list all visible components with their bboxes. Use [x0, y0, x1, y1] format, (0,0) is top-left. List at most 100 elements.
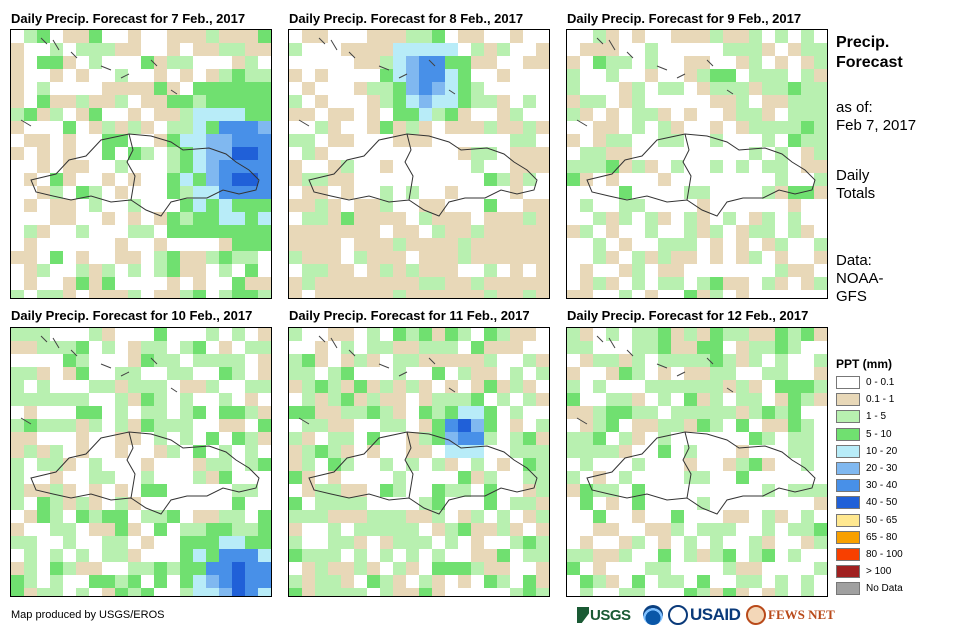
precip-cell [801, 445, 814, 458]
precip-cell [315, 173, 328, 186]
precip-cell [393, 471, 406, 484]
precip-cell [471, 160, 484, 173]
precip-cell [788, 95, 801, 108]
precip-cell [193, 510, 206, 523]
precip-cell [328, 406, 341, 419]
precip-cell [11, 458, 24, 471]
precip-cell [484, 212, 497, 225]
precip-cell [523, 549, 536, 562]
precip-cell [128, 147, 141, 160]
precip-cell [380, 290, 393, 298]
precip-cell [167, 225, 180, 238]
precip-cell [76, 588, 89, 596]
precip-cell [762, 328, 775, 341]
precip-cell [193, 406, 206, 419]
precip-cell [723, 277, 736, 290]
precip-cell [167, 419, 180, 432]
precip-cell [567, 393, 580, 406]
precip-cell [671, 121, 684, 134]
legend-swatch [836, 462, 860, 475]
precip-cell [37, 147, 50, 160]
map-panel-11-feb [288, 327, 550, 597]
precip-cell [419, 290, 432, 298]
precip-cell [593, 419, 606, 432]
precip-cell [432, 549, 445, 562]
data-source-line3: GFS [836, 288, 867, 305]
precip-cell [484, 328, 497, 341]
precip-cell [658, 277, 671, 290]
precip-cell [232, 251, 245, 264]
precip-cell [354, 43, 367, 56]
precip-cell [341, 173, 354, 186]
precip-cell [232, 328, 245, 341]
precip-cell [193, 354, 206, 367]
precip-cell [206, 562, 219, 575]
precip-cell [419, 445, 432, 458]
precip-cell [645, 225, 658, 238]
precip-cell [606, 406, 619, 419]
precip-cell [245, 95, 258, 108]
precip-cell [710, 536, 723, 549]
precip-cell [801, 43, 814, 56]
precip-cell [710, 406, 723, 419]
precip-cell [606, 419, 619, 432]
precip-cell [445, 238, 458, 251]
precip-cell [671, 264, 684, 277]
precip-cell [193, 341, 206, 354]
precip-cell [406, 186, 419, 199]
daily-totals-line2: Totals [836, 185, 876, 202]
precip-cell [354, 536, 367, 549]
precip-cell [658, 264, 671, 277]
precip-cell [749, 458, 762, 471]
legend-swatch [836, 410, 860, 424]
precip-cell [406, 30, 419, 43]
precip-cell [458, 277, 471, 290]
precip-cell [775, 328, 788, 341]
precip-cell [775, 30, 788, 43]
precip-cell [432, 328, 445, 341]
precip-cell [645, 290, 658, 298]
precip-cell [89, 406, 102, 419]
precip-cell [180, 95, 193, 108]
precip-cell [723, 458, 736, 471]
precip-cell [458, 290, 471, 298]
precip-cell [341, 160, 354, 173]
precip-cell [258, 69, 271, 82]
precip-cell [232, 186, 245, 199]
precip-cell [619, 212, 632, 225]
precip-cell [380, 575, 393, 588]
precip-cell [406, 588, 419, 596]
precip-cell [510, 419, 523, 432]
precip-cell [11, 121, 24, 134]
precip-cell [567, 432, 580, 445]
precip-cell [354, 562, 367, 575]
precip-cell [632, 419, 645, 432]
precip-cell [723, 82, 736, 95]
precip-cell [367, 523, 380, 536]
precip-cell [632, 406, 645, 419]
precip-cell [510, 588, 523, 596]
precip-cell [523, 290, 536, 298]
precip-cell [580, 225, 593, 238]
precip-cell [749, 108, 762, 121]
precip-cell [723, 30, 736, 43]
precip-cell [432, 588, 445, 596]
precip-cell [258, 238, 271, 251]
precip-cell [510, 121, 523, 134]
precip-cell [302, 354, 315, 367]
precip-cell [523, 160, 536, 173]
precip-cell [24, 432, 37, 445]
precip-cell [11, 445, 24, 458]
precip-cell [593, 380, 606, 393]
precip-cell [419, 212, 432, 225]
precip-cell [471, 419, 484, 432]
precip-cell [788, 264, 801, 277]
precip-cell [24, 30, 37, 43]
precip-cell [645, 212, 658, 225]
precip-cell [245, 199, 258, 212]
precip-cell [801, 419, 814, 432]
precip-cell [102, 523, 115, 536]
precip-cell [497, 380, 510, 393]
map-credit: Map produced by USGS/EROS [11, 609, 165, 621]
precip-cell [406, 121, 419, 134]
